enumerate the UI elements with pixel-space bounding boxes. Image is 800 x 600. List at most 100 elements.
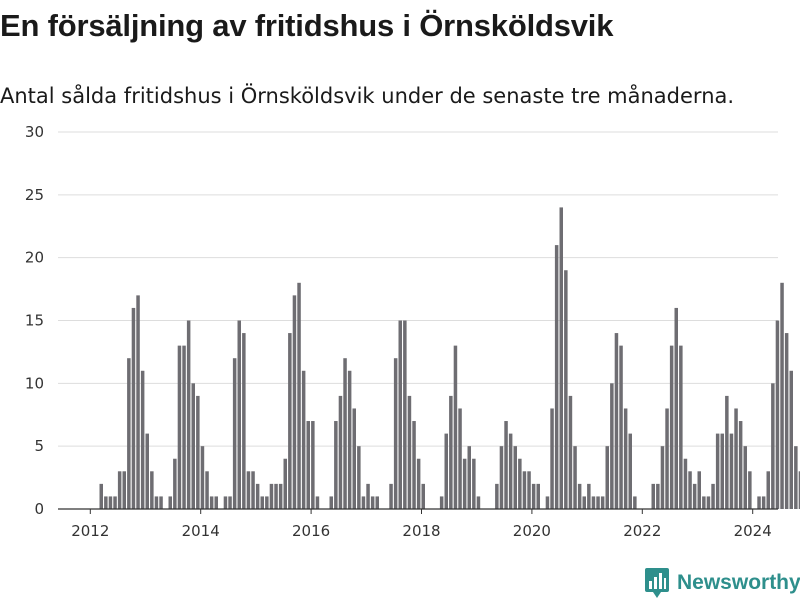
newsworthy-brand[interactable]: Newsworthy [645,568,800,598]
bar [536,483,540,509]
bar [775,320,780,509]
bar [274,483,278,509]
bar [113,496,117,509]
bar [706,496,711,509]
x-tick-label: 2018 [402,522,440,540]
newsworthy-logo-icon [645,568,669,598]
bar [554,245,559,509]
bar [734,408,738,509]
bar [725,395,729,509]
y-tick-label: 5 [34,437,44,455]
bar [508,433,513,509]
bar [186,320,191,509]
bar [361,496,366,509]
bar [315,496,320,509]
bar [702,496,706,509]
chart-subtitle: Antal sålda fritidshus i Örnsköldsvik un… [0,84,735,108]
bar [209,496,214,509]
bar [688,471,692,509]
bar [352,408,356,509]
bar [283,458,287,509]
bar [577,483,582,509]
bar [476,496,481,509]
bar [669,345,674,509]
bar [472,458,476,509]
bar [393,358,398,509]
bar [232,358,237,509]
bar [683,458,688,509]
bar [527,471,531,509]
bar-chart: 0 5 10 15 20 25 30 2012 2014 2016 2018 2020 2022 2024… [25,123,800,540]
bar [720,433,724,509]
bar [596,496,600,509]
bar [223,496,228,509]
bar [522,471,527,509]
bar [136,295,140,509]
bar [122,471,126,509]
bar [628,433,632,509]
bar [127,358,131,509]
bar [370,496,375,509]
bar [761,496,766,509]
bar [191,383,195,509]
bar [347,370,352,509]
bar [154,496,159,509]
bar [738,421,743,509]
bar [499,446,504,509]
bar [242,333,246,509]
bar [269,483,274,509]
x-tick-label: 2022 [623,522,661,540]
bar [573,446,577,509]
bar [656,483,660,509]
bar [559,207,563,509]
bar [150,471,154,509]
x-tick-label: 2014 [182,522,220,540]
bar [495,483,499,509]
bar [228,496,232,509]
bar [614,333,619,509]
bar [711,483,715,509]
bar [444,433,448,509]
bar [748,471,752,509]
bar [200,446,205,509]
bar [692,483,697,509]
bar [757,496,761,509]
x-tick-label: 2012 [71,522,109,540]
bar [301,370,306,509]
bar [679,345,683,509]
bar [214,496,218,509]
bar [407,395,412,509]
bar [196,395,200,509]
bar [246,471,251,509]
bar [743,446,747,509]
bar [798,471,800,509]
bar [504,421,508,509]
bar [131,307,136,509]
y-tick-label: 0 [34,500,44,518]
bar [697,471,701,509]
bar [306,421,310,509]
bar [117,471,122,509]
bar [416,458,421,509]
x-tick-label: 2020 [513,522,551,540]
bar [104,496,108,509]
bar [159,496,163,509]
bar [794,446,798,509]
bar [140,370,145,509]
bar [582,496,586,509]
bar [237,320,241,509]
bar [265,496,269,509]
bar [568,395,573,509]
bar [177,345,182,509]
bar [780,282,784,509]
bar [389,483,393,509]
bar [99,483,103,509]
y-tick-label: 30 [25,123,44,141]
bar [545,496,550,509]
bar [458,408,462,509]
bar [789,370,793,509]
bar [403,320,407,509]
bar [375,496,379,509]
y-tick-label: 10 [25,374,44,392]
bar [173,458,177,509]
